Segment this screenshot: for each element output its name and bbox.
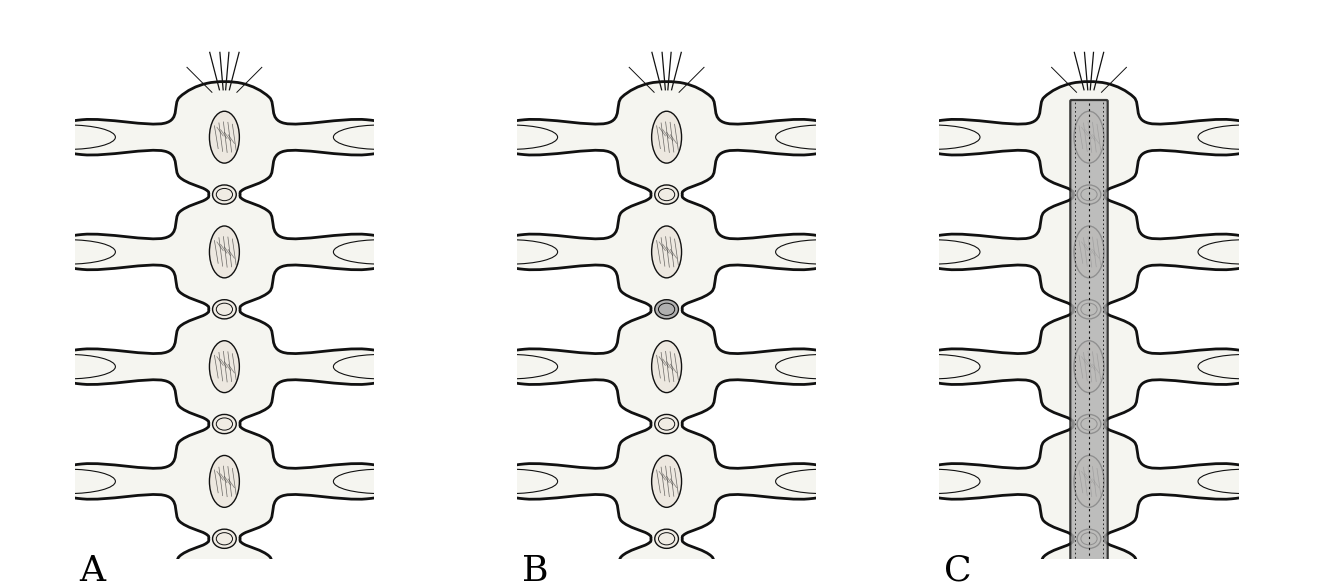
- Ellipse shape: [213, 185, 236, 204]
- Ellipse shape: [655, 300, 678, 319]
- Ellipse shape: [655, 529, 678, 548]
- PathPatch shape: [458, 81, 875, 582]
- Ellipse shape: [210, 111, 239, 163]
- FancyBboxPatch shape: [1071, 100, 1107, 582]
- Ellipse shape: [652, 456, 681, 508]
- Ellipse shape: [210, 456, 239, 508]
- Ellipse shape: [652, 570, 681, 582]
- Ellipse shape: [210, 570, 239, 582]
- PathPatch shape: [880, 81, 1298, 582]
- Ellipse shape: [652, 111, 681, 163]
- Ellipse shape: [652, 340, 681, 393]
- Ellipse shape: [210, 340, 239, 393]
- Ellipse shape: [213, 414, 236, 434]
- Ellipse shape: [1074, 111, 1104, 163]
- Ellipse shape: [1077, 300, 1101, 319]
- Ellipse shape: [1074, 340, 1104, 393]
- Ellipse shape: [210, 226, 239, 278]
- Ellipse shape: [1077, 414, 1101, 434]
- PathPatch shape: [16, 81, 433, 582]
- Ellipse shape: [1077, 529, 1101, 548]
- Ellipse shape: [1074, 456, 1104, 508]
- Text: A: A: [79, 553, 106, 582]
- Ellipse shape: [655, 414, 678, 434]
- Ellipse shape: [652, 226, 681, 278]
- Text: C: C: [944, 553, 972, 582]
- Ellipse shape: [655, 185, 678, 204]
- Ellipse shape: [213, 529, 236, 548]
- Ellipse shape: [213, 300, 236, 319]
- Text: B: B: [521, 553, 549, 582]
- Ellipse shape: [1077, 185, 1101, 204]
- Ellipse shape: [1074, 570, 1104, 582]
- Ellipse shape: [1074, 226, 1104, 278]
